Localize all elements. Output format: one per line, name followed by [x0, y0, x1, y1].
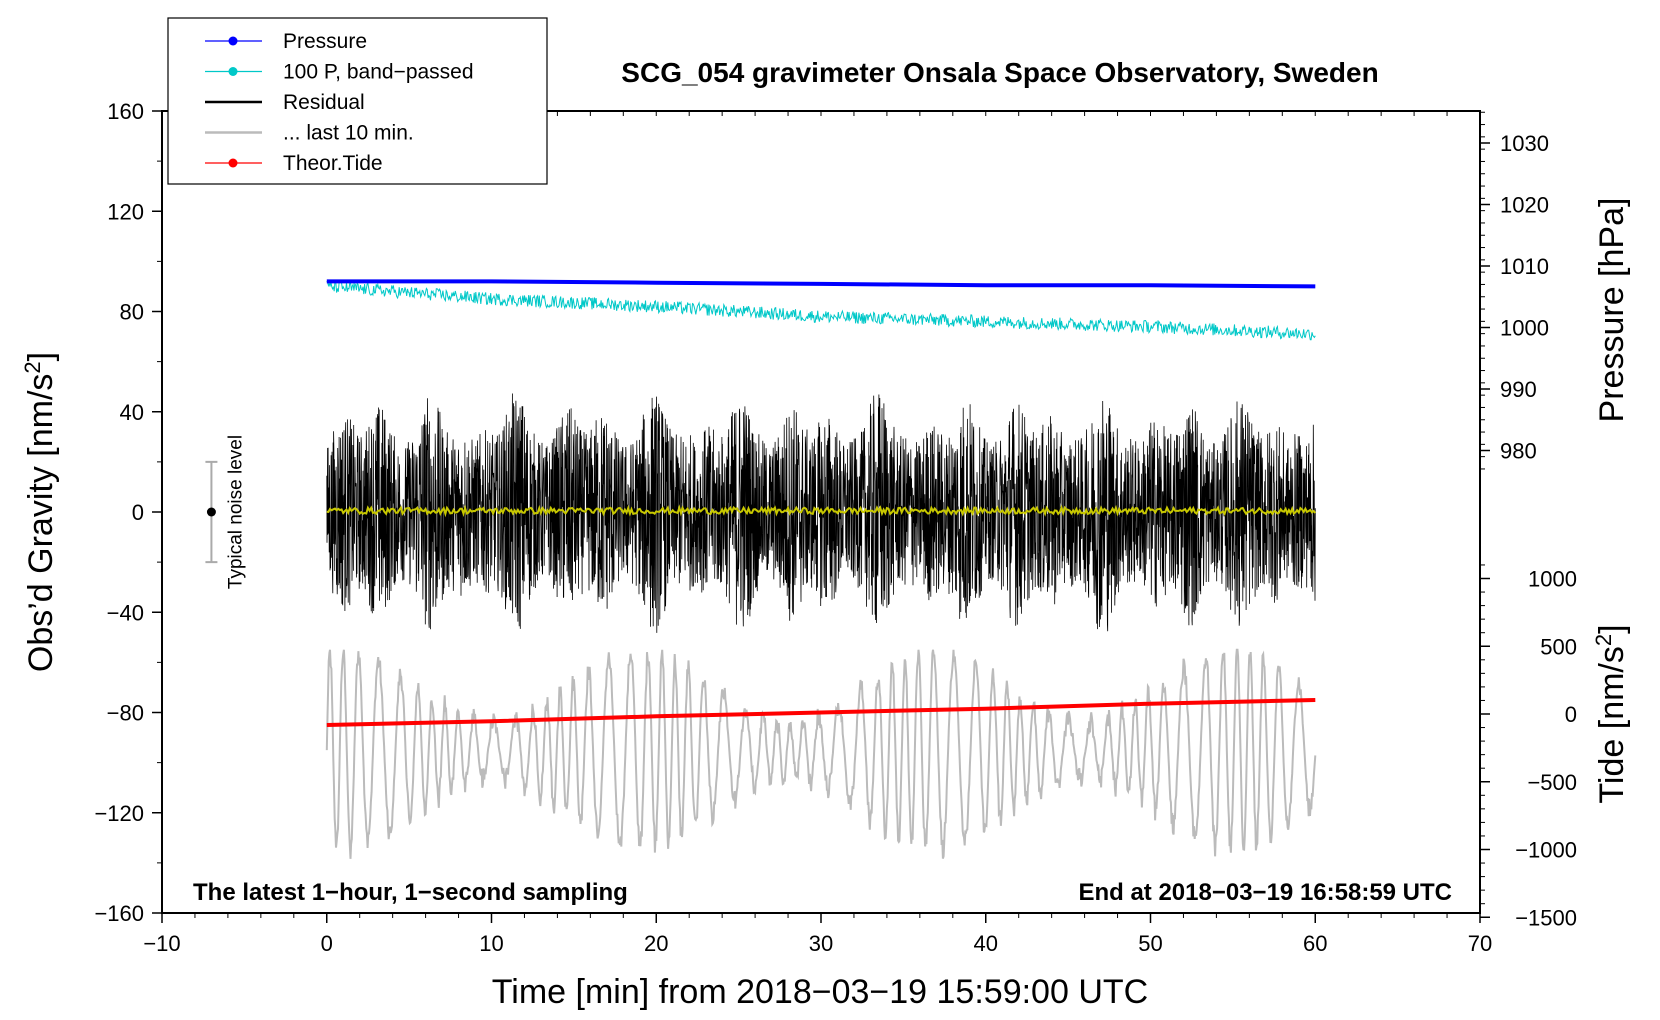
x-axis-title: Time [min] from 2018−03−19 15:59:00 UTC [492, 973, 1148, 1011]
x-tick-label: 20 [644, 931, 668, 956]
y-tick-label: 120 [107, 199, 144, 224]
y-axis-left-title-main: Obs’d Gravity [nm/s [22, 374, 60, 673]
legend: Pressure 100 P, band−passed Residual ... la… [167, 17, 548, 185]
series-band-passed-line [326, 279, 1316, 341]
y-tick-label: −40 [107, 600, 144, 625]
y-axis-tide-title-close: ] [1593, 624, 1631, 633]
legend-label: Theor.Tide [283, 152, 383, 175]
chart-title: SCG_054 gravimeter Onsala Space Observat… [621, 57, 1378, 88]
y-axis-tide-title-exp: 2 [1591, 634, 1616, 646]
y-tick-label: 80 [120, 300, 144, 325]
y-axis-pressure-title: Pressure [hPa] [1593, 198, 1631, 423]
tide-tick-label: 500 [1540, 634, 1577, 659]
pressure-tick-label: 1030 [1500, 131, 1549, 156]
x-tick-label: 50 [1138, 931, 1162, 956]
y-axis-pressure: 1030 1020 1010 1000 990 980 [1480, 111, 1549, 470]
tide-tick-label: −1000 [1515, 838, 1577, 863]
tide-tick-label: −1500 [1515, 905, 1577, 930]
y-axis-tide-title: Tide [nm/s2] [1591, 624, 1631, 803]
series-theor-tide-line [326, 698, 1316, 727]
x-tick-label: 10 [479, 931, 503, 956]
legend-label: Pressure [283, 30, 367, 53]
legend-label: ... last 10 min. [283, 122, 414, 145]
tide-tick-label: 1000 [1528, 567, 1577, 592]
pressure-tick-label: 990 [1500, 377, 1537, 402]
legend-marker [228, 67, 238, 76]
x-tick-label: 30 [809, 931, 833, 956]
y-axis-left-title: Obs’d Gravity [nm/s2] [20, 352, 60, 672]
y-tick-label: −160 [94, 901, 144, 926]
y-tick-label: 40 [120, 400, 144, 425]
noise-bar: Typical noise level [205, 435, 246, 589]
x-tick-label: −10 [143, 931, 180, 956]
legend-label: Residual [283, 91, 365, 114]
legend-marker [228, 158, 238, 168]
annotation-left: The latest 1−hour, 1−second sampling [193, 879, 628, 906]
y-axis-left-title-close: ] [22, 352, 60, 361]
y-tick-label: 0 [132, 500, 144, 525]
y-axis-tide: 1000 500 0 −500 −1000 −1500 [1480, 564, 1577, 930]
y-axis-tide-title-main: Tide [nm/s [1593, 646, 1631, 803]
tide-tick-label: −500 [1527, 770, 1577, 795]
y-tick-label: −80 [107, 701, 144, 726]
pressure-tick-label: 1010 [1500, 254, 1549, 279]
x-tick-label: 40 [974, 931, 998, 956]
noise-bar-label: Typical noise level [225, 435, 246, 589]
legend-label: 100 P, band−passed [283, 61, 474, 84]
annotation-right: End at 2018−03−19 16:58:59 UTC [1078, 879, 1452, 906]
series-smoothed-residual-line [326, 504, 1317, 518]
y-axis-left: 160 120 80 40 0 −40 −80 −120 −160 [94, 99, 162, 926]
pressure-tick-label: 980 [1500, 439, 1537, 464]
x-tick-label: 0 [321, 931, 333, 956]
y-tick-label: −120 [94, 801, 144, 826]
pressure-tick-label: 1020 [1500, 193, 1549, 218]
series-layer [325, 279, 1317, 859]
series-pressure-line [326, 279, 1316, 289]
x-tick-label: 70 [1468, 931, 1492, 956]
x-axis: −10 0 10 20 30 40 50 60 70 [143, 111, 1492, 956]
y-tick-label: 160 [107, 99, 144, 124]
noise-bar-dot [206, 507, 216, 517]
legend-marker [228, 36, 238, 46]
y-axis-left-title-exp: 2 [20, 361, 45, 373]
tide-tick-label: 0 [1565, 702, 1577, 727]
x-tick-label: 60 [1303, 931, 1327, 956]
pressure-tick-label: 1000 [1500, 316, 1549, 341]
